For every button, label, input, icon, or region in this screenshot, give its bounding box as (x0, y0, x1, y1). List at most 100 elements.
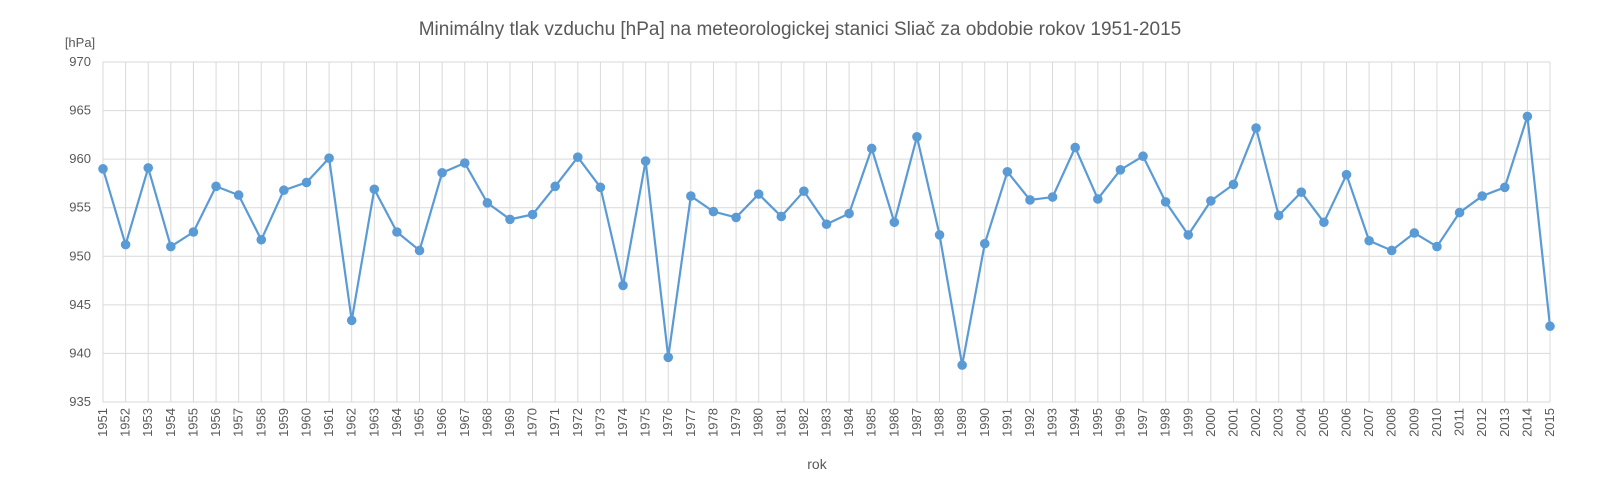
x-tick-label: 1952 (118, 408, 133, 437)
x-tick-label: 1966 (434, 408, 449, 437)
x-tick-label: 1976 (660, 408, 675, 437)
data-point (1499, 182, 1510, 193)
data-point (640, 156, 651, 166)
data-point (1251, 123, 1261, 133)
x-tick-label: 2005 (1316, 408, 1331, 437)
data-point (1183, 230, 1194, 240)
x-tick-label: 1970 (525, 408, 540, 437)
data-point (1093, 194, 1103, 204)
x-tick-label: 1984 (841, 408, 856, 437)
y-axis-unit-label: [hPa] (65, 35, 95, 50)
x-tick-label: 1993 (1045, 408, 1060, 437)
x-tick-label: 2001 (1225, 408, 1240, 437)
data-point (527, 209, 538, 220)
data-point (1386, 245, 1397, 256)
data-point (550, 181, 560, 192)
x-tick-label: 1956 (208, 408, 223, 437)
data-point (1002, 166, 1013, 177)
data-point (1138, 151, 1148, 162)
x-tick-label: 2002 (1248, 408, 1263, 437)
data-point (1206, 196, 1216, 206)
data-point (1364, 235, 1374, 246)
x-tick-label: 1991 (999, 408, 1014, 437)
x-tick-label: 1968 (479, 408, 494, 437)
x-tick-label: 1997 (1135, 408, 1150, 437)
x-tick-label: 1967 (457, 408, 472, 437)
x-tick-label: 1983 (819, 408, 834, 437)
data-point (324, 153, 334, 163)
data-point (957, 360, 967, 370)
x-tick-label: 2010 (1429, 408, 1444, 437)
data-point (279, 185, 289, 196)
data-point (1319, 217, 1329, 228)
data-point (912, 132, 922, 142)
x-tick-label: 1986 (886, 408, 901, 437)
data-point (1341, 169, 1352, 180)
x-tick-label: 1999 (1180, 408, 1195, 437)
data-point (1432, 241, 1442, 252)
x-tick-label: 1989 (954, 408, 969, 437)
x-tick-label: 1978 (705, 408, 720, 437)
y-tick-label: 965 (69, 103, 91, 118)
x-tick-label: 2014 (1519, 408, 1534, 437)
y-tick-label: 970 (69, 54, 91, 69)
y-tick-label: 955 (69, 200, 91, 215)
y-tick-label: 935 (69, 394, 91, 409)
x-tick-label: 1963 (366, 408, 381, 437)
x-tick-label: 1974 (615, 408, 630, 437)
data-point (459, 158, 470, 168)
data-point (256, 234, 267, 245)
x-tick-label: 1962 (344, 408, 359, 437)
data-point (934, 230, 945, 240)
x-tick-label: 1972 (570, 408, 585, 437)
gridlines (102, 61, 1551, 403)
x-tick-label: 1988 (932, 408, 947, 437)
data-point (776, 211, 787, 222)
data-point (166, 241, 176, 252)
data-point (572, 152, 583, 162)
data-point (753, 189, 764, 199)
x-tick-label: 1980 (751, 408, 766, 437)
data-point (98, 164, 108, 174)
data-point (482, 198, 493, 208)
x-tick-label: 1965 (412, 408, 427, 437)
data-point (369, 184, 380, 195)
data-point (1070, 142, 1081, 153)
x-tick-label: 2004 (1293, 408, 1308, 437)
x-tick-label: 2009 (1406, 408, 1421, 437)
x-tick-label: 1992 (1022, 408, 1037, 437)
data-point (437, 167, 447, 178)
x-tick-label: 1990 (977, 408, 992, 437)
x-tick-label: 1953 (140, 408, 155, 437)
data-point (595, 182, 606, 193)
x-tick-label: 1973 (592, 408, 607, 437)
x-tick-label: 2000 (1203, 408, 1218, 437)
x-tick-label: 1957 (231, 408, 246, 437)
x-tick-label: 1961 (321, 408, 336, 437)
x-tick-label: 1960 (298, 408, 313, 437)
data-point (1454, 207, 1465, 218)
data-point (120, 239, 131, 250)
data-point (1228, 179, 1239, 190)
series-pressure (98, 111, 1555, 370)
x-tick-label: 2006 (1339, 408, 1354, 437)
x-tick-label: 2015 (1542, 408, 1557, 437)
y-tick-label: 950 (69, 248, 91, 263)
x-tick-label: 2008 (1384, 408, 1399, 437)
x-tick-label: 1958 (253, 408, 268, 437)
data-point (1115, 165, 1126, 175)
x-tick-label: 1975 (638, 408, 653, 437)
data-point (392, 227, 402, 237)
x-tick-label: 1998 (1158, 408, 1173, 437)
data-point (188, 227, 199, 237)
x-tick-label: 2011 (1452, 408, 1467, 436)
data-point (1160, 197, 1171, 207)
data-point (618, 280, 628, 291)
data-point (799, 186, 809, 196)
x-tick-label: 1951 (95, 408, 110, 437)
data-point (1047, 192, 1058, 202)
data-point (414, 245, 425, 256)
data-point (731, 212, 741, 223)
y-tick-label: 960 (69, 151, 91, 166)
